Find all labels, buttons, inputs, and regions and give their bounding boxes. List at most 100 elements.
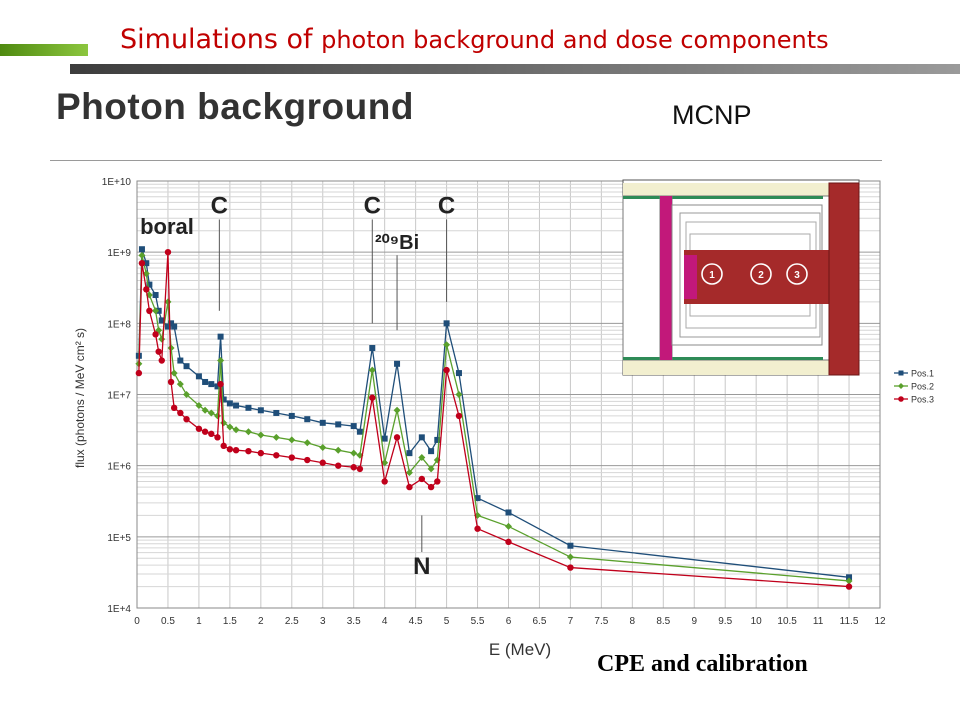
data-point (167, 344, 175, 352)
x-tick-labels: 0 0.5 1 1.5 2 2.5 3 3.5 4 4.5 5 5.5 6 6.5 7 7.5 8 8.5 9 9.5… (134, 616, 886, 627)
data-point (207, 409, 215, 417)
data-point (406, 483, 413, 491)
data-point (455, 412, 463, 420)
annotation-label: ²⁰⁹Bi (375, 232, 419, 254)
data-point (183, 363, 190, 370)
x-tick-label: 9 (691, 616, 697, 627)
data-point (245, 447, 252, 455)
data-point (273, 409, 280, 416)
data-point (245, 404, 252, 411)
data-point (434, 478, 441, 485)
chart-legend: Pos.1 Pos.2 Pos.3 (894, 369, 934, 405)
y-tick-label: 1E+9 (107, 248, 131, 259)
data-point (170, 404, 178, 412)
data-point (369, 345, 376, 352)
x-tick-label: 1.5 (223, 616, 237, 627)
data-point (505, 522, 512, 530)
data-point (288, 436, 296, 444)
data-point (170, 369, 178, 377)
data-point (335, 421, 342, 428)
y-tick-label: 1E+10 (102, 177, 132, 188)
data-point (201, 406, 209, 414)
x-tick-label: 12 (874, 616, 886, 627)
data-point (356, 428, 363, 435)
data-point (418, 454, 426, 462)
data-point (845, 577, 853, 585)
data-point (201, 428, 209, 435)
legend-marker (898, 396, 904, 402)
data-point (846, 574, 853, 581)
annotation-label: N (413, 553, 430, 580)
x-tick-label: 11.5 (840, 616, 859, 627)
data-point (213, 412, 221, 420)
x-tick-label: 2 (258, 616, 264, 627)
data-point (393, 406, 401, 414)
x-tick-label: 8.5 (656, 616, 670, 627)
chart-grid (136, 180, 881, 609)
y-tick-labels: 1E+4 1E+5 1E+6 1E+7 1E+8 1E+9 1E+10 (102, 177, 132, 615)
data-point (350, 464, 357, 471)
data-point (177, 357, 184, 364)
chart-series (135, 246, 853, 590)
annotation-label: boral (140, 214, 194, 239)
data-point (427, 465, 435, 473)
data-point (405, 469, 413, 477)
legend-marker (898, 370, 904, 376)
data-point (232, 446, 240, 454)
data-point (443, 366, 450, 374)
annotation-label: C (438, 192, 455, 219)
data-point (143, 260, 150, 267)
data-point (208, 430, 215, 438)
legend-marker (898, 383, 904, 389)
inset-position-marker (750, 263, 772, 285)
x-tick-label: 0.5 (161, 616, 175, 627)
data-point (233, 402, 240, 409)
data-point (394, 360, 401, 367)
data-point (505, 509, 512, 516)
data-point (304, 456, 311, 464)
inset-markers: 1 2 3 (701, 263, 808, 285)
annotation-label: C (364, 192, 381, 219)
data-point (319, 443, 327, 451)
x-tick-label: 4.5 (409, 616, 423, 627)
data-point (226, 423, 234, 431)
data-point (232, 426, 240, 434)
data-point (350, 449, 358, 457)
x-tick-label: 1 (196, 616, 202, 627)
x-tick-label: 3 (320, 616, 326, 627)
data-point (257, 431, 265, 439)
data-point (443, 320, 450, 327)
data-point (167, 378, 175, 386)
data-point (335, 462, 342, 469)
x-tick-label: 10.5 (777, 616, 797, 627)
data-point (304, 416, 311, 423)
data-point (158, 335, 166, 343)
data-point (356, 465, 364, 473)
data-point (135, 369, 143, 377)
data-point (146, 281, 153, 288)
data-point (244, 428, 252, 436)
data-point (138, 259, 146, 267)
x-tick-label: 3.5 (347, 616, 361, 627)
data-point (208, 381, 215, 388)
inset-magenta-layer (660, 196, 672, 360)
inset-top-strip (623, 183, 829, 196)
data-point (428, 448, 435, 455)
green-accent-bar (0, 44, 88, 56)
x-tick-label: 6 (506, 616, 512, 627)
data-point (138, 251, 146, 259)
x-tick-label: 10 (751, 616, 763, 627)
inset-position-marker (786, 263, 808, 285)
data-point (143, 286, 150, 293)
data-point (272, 433, 280, 441)
data-point (176, 380, 184, 388)
inset-wall (828, 182, 860, 376)
data-point (214, 434, 221, 441)
legend-label: Pos.1 (911, 369, 934, 379)
data-point (146, 307, 153, 315)
data-point (434, 436, 441, 443)
data-point (217, 357, 225, 365)
inset-position-marker (701, 263, 723, 285)
y-axis-label: flux (photons / MeV cm² s) (73, 328, 87, 468)
